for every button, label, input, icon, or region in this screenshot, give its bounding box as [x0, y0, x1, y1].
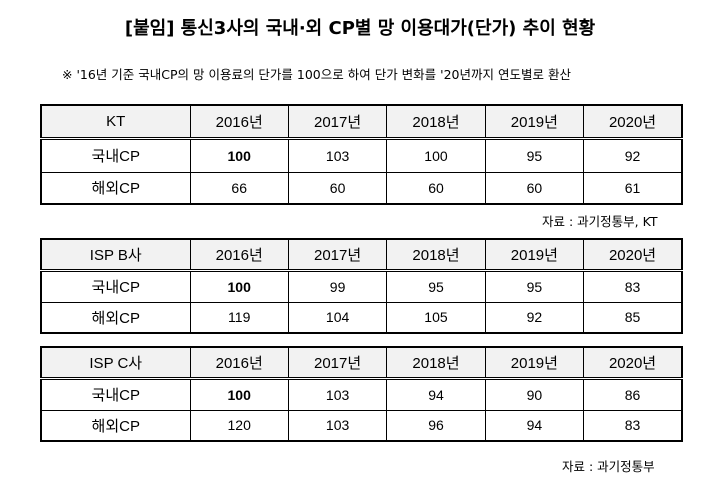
table-cell: 92 — [484, 301, 585, 334]
table-row: 국내CP 100 103 100 95 92 — [40, 137, 683, 173]
table-cell: 95 — [484, 137, 585, 173]
table-cell: 92 — [583, 137, 683, 173]
table-cell: 60 — [484, 171, 585, 205]
table-cell: 104 — [287, 301, 388, 334]
table-cell: 83 — [583, 409, 683, 442]
table-row: 해외CP 119 104 105 92 85 — [40, 301, 683, 334]
row-label: 국내CP — [40, 137, 191, 173]
table-cell: 120 — [189, 409, 289, 442]
column-header-2017: 2017년 — [287, 104, 388, 140]
row-label: 국내CP — [40, 269, 191, 303]
isp-c-price-table: ISP C사 2016년 2017년 2018년 2019년 2020년 국내C… — [40, 346, 683, 442]
table-cell: 100 — [189, 269, 289, 303]
column-header-2019: 2019년 — [484, 346, 585, 380]
table-cell: 100 — [386, 137, 486, 173]
column-header-2018: 2018년 — [386, 346, 486, 380]
column-header-2017: 2017년 — [287, 238, 388, 272]
table-corner-label: ISP C사 — [40, 346, 191, 380]
table-row: 국내CP 100 103 94 90 86 — [40, 377, 683, 411]
table-cell: 95 — [386, 269, 486, 303]
table-cell: 85 — [583, 301, 683, 334]
column-header-2016: 2016년 — [189, 104, 289, 140]
table-cell: 103 — [287, 377, 388, 411]
table-cell: 103 — [287, 409, 388, 442]
column-header-2017: 2017년 — [287, 346, 388, 380]
table-row: 해외CP 66 60 60 60 61 — [40, 171, 683, 205]
column-header-2019: 2019년 — [484, 238, 585, 272]
footnote: ※ '16년 기준 국내CP의 망 이용료의 단가를 100으로 하여 단가 변… — [62, 67, 571, 82]
table-corner-label: KT — [40, 104, 191, 140]
table-header-row: ISP B사 2016년 2017년 2018년 2019년 2020년 — [40, 238, 683, 272]
table-cell: 99 — [287, 269, 388, 303]
kt-price-table: KT 2016년 2017년 2018년 2019년 2020년 국내CP 10… — [40, 104, 683, 205]
table-cell: 100 — [189, 377, 289, 411]
column-header-2016: 2016년 — [189, 238, 289, 272]
row-label: 해외CP — [40, 171, 191, 205]
source-note: 자료 : 과기정통부 — [562, 459, 655, 474]
table-cell: 90 — [484, 377, 585, 411]
column-header-2020: 2020년 — [583, 346, 683, 380]
row-label: 해외CP — [40, 409, 191, 442]
table-cell: 95 — [484, 269, 585, 303]
row-label: 국내CP — [40, 377, 191, 411]
source-note: 자료 : 과기정통부, KT — [542, 214, 658, 229]
column-header-2020: 2020년 — [583, 104, 683, 140]
column-header-2016: 2016년 — [189, 346, 289, 380]
column-header-2020: 2020년 — [583, 238, 683, 272]
table-cell: 96 — [386, 409, 486, 442]
table-cell: 103 — [287, 137, 388, 173]
table-cell: 60 — [287, 171, 388, 205]
row-label: 해외CP — [40, 301, 191, 334]
column-header-2019: 2019년 — [484, 104, 585, 140]
table-cell: 94 — [484, 409, 585, 442]
table-cell: 86 — [583, 377, 683, 411]
isp-b-price-table: ISP B사 2016년 2017년 2018년 2019년 2020년 국내C… — [40, 238, 683, 334]
column-header-2018: 2018년 — [386, 238, 486, 272]
table-row: 해외CP 120 103 96 94 83 — [40, 409, 683, 442]
table-cell: 100 — [189, 137, 289, 173]
table-corner-label: ISP B사 — [40, 238, 191, 272]
table-header-row: ISP C사 2016년 2017년 2018년 2019년 2020년 — [40, 346, 683, 380]
table-cell: 83 — [583, 269, 683, 303]
column-header-2018: 2018년 — [386, 104, 486, 140]
table-cell: 119 — [189, 301, 289, 334]
table-header-row: KT 2016년 2017년 2018년 2019년 2020년 — [40, 104, 683, 140]
table-cell: 66 — [189, 171, 289, 205]
table-cell: 105 — [386, 301, 486, 334]
table-cell: 94 — [386, 377, 486, 411]
table-cell: 61 — [583, 171, 683, 205]
table-cell: 60 — [386, 171, 486, 205]
table-row: 국내CP 100 99 95 95 83 — [40, 269, 683, 303]
page-title: [붙임] 통신3사의 국내·외 CP별 망 이용대가(단가) 추이 현황 — [124, 18, 596, 39]
